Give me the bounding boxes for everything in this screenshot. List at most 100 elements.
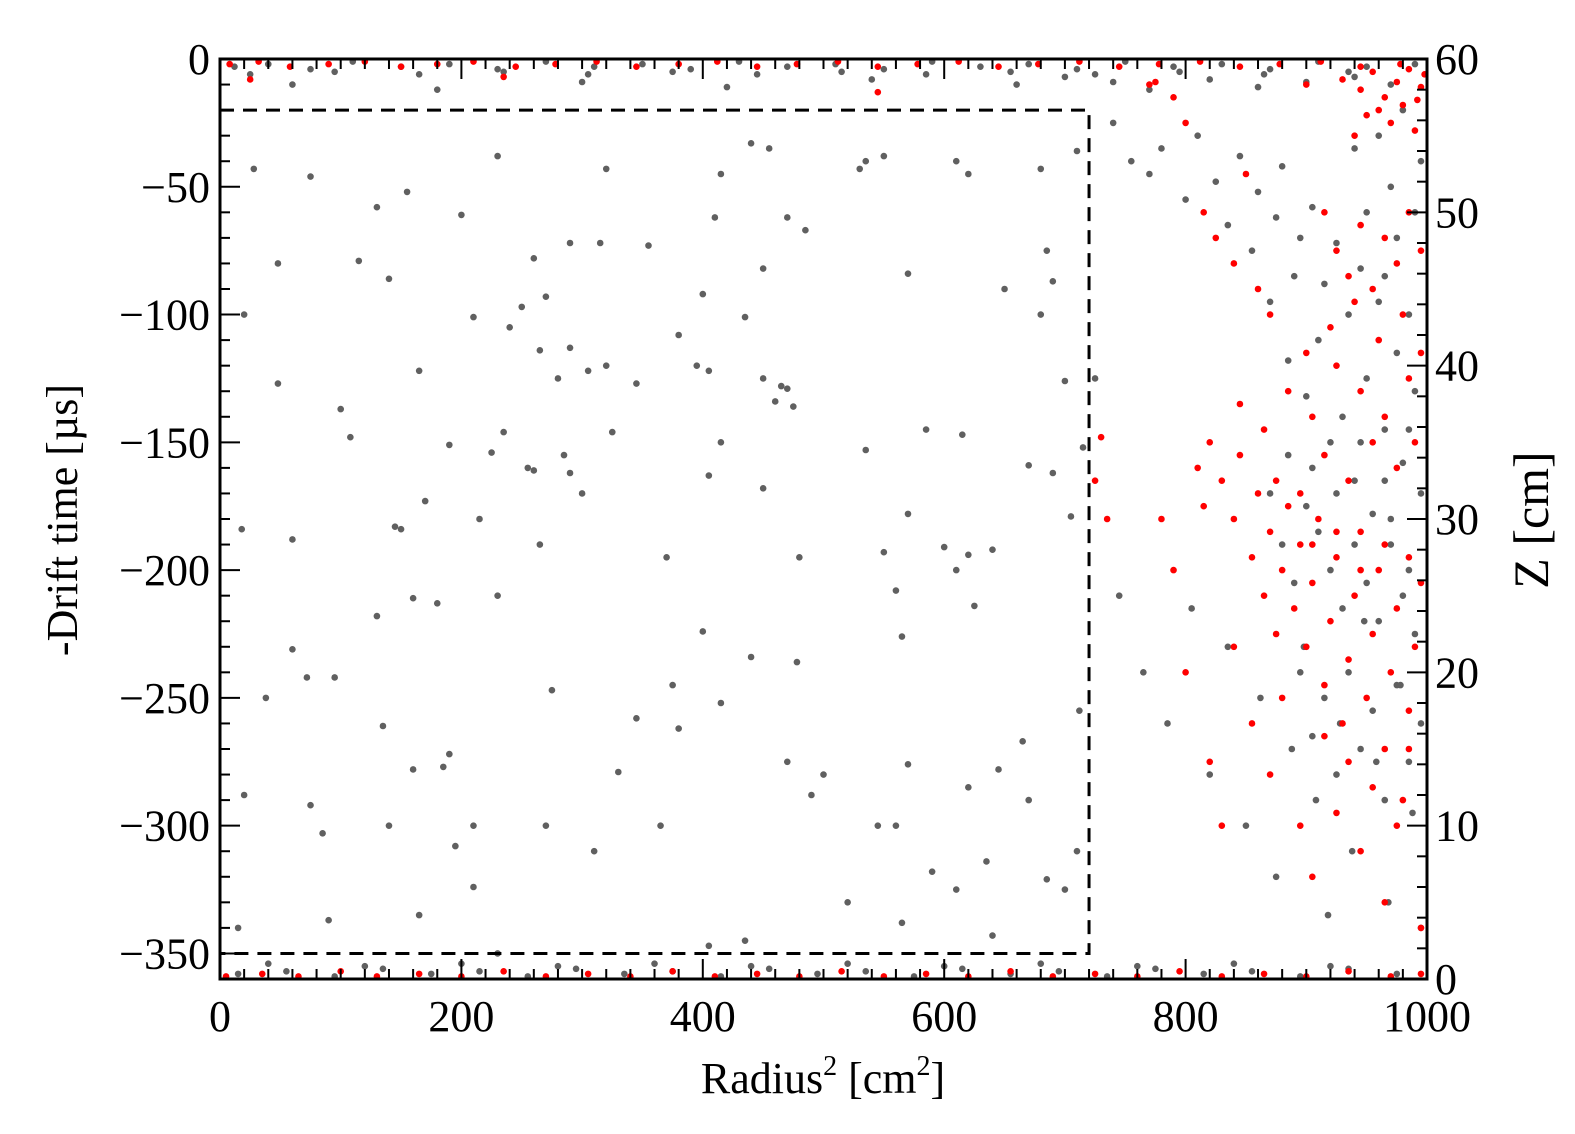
data-point-series-0	[554, 962, 562, 970]
data-point-series-1	[1296, 490, 1304, 497]
data-point-series-1	[1303, 643, 1310, 651]
data-point-series-0	[922, 71, 930, 78]
data-point-series-0	[759, 485, 767, 492]
data-point-series-1	[1248, 720, 1256, 727]
data-point-series-0	[506, 324, 513, 331]
data-point-series-0	[397, 525, 405, 533]
data-point-series-0	[615, 768, 622, 776]
x-tick-label: 1000	[1383, 992, 1471, 1041]
data-point-series-0	[373, 203, 381, 211]
data-point-series-1	[1351, 298, 1358, 306]
data-point-series-0	[959, 431, 966, 438]
data-point-series-1	[753, 63, 761, 70]
data-point-series-1	[1272, 477, 1280, 484]
data-point-series-1	[1357, 221, 1364, 229]
data-point-series-1	[1236, 63, 1244, 70]
data-point-series-0	[446, 60, 453, 68]
data-point-series-0	[1381, 796, 1389, 804]
data-point-series-0	[989, 932, 996, 939]
data-point-series-1	[1375, 106, 1383, 114]
data-point-series-0	[1037, 960, 1045, 967]
data-point-series-1	[1284, 502, 1292, 510]
data-point-series-0	[566, 344, 574, 352]
data-point-series-1	[1381, 413, 1389, 421]
data-point-series-0	[874, 822, 882, 829]
data-point-series-0	[307, 65, 314, 73]
data-point-series-1	[1345, 656, 1352, 663]
data-point-series-0	[433, 86, 441, 93]
data-point-series-1	[1296, 541, 1304, 548]
data-point-series-1	[1369, 630, 1376, 638]
data-point-series-0	[1073, 65, 1081, 73]
data-point-series-1	[1405, 65, 1413, 73]
data-point-series-0	[1254, 83, 1262, 91]
y-tick-label: −250	[119, 674, 210, 723]
data-point-series-0	[862, 157, 870, 165]
data-point-series-1	[1405, 375, 1413, 382]
data-point-series-0	[289, 81, 296, 88]
data-point-series-0	[379, 722, 387, 730]
data-point-series-0	[446, 441, 453, 449]
data-point-series-0	[1411, 387, 1419, 395]
data-point-series-0	[1351, 73, 1358, 81]
data-point-series-0	[379, 965, 387, 973]
data-point-series-0	[723, 83, 731, 91]
data-point-series-0	[1194, 132, 1201, 139]
data-point-series-0	[1411, 630, 1419, 638]
data-point-series-0	[868, 76, 876, 83]
data-point-series-0	[1266, 298, 1274, 306]
data-point-series-1	[1206, 439, 1214, 446]
data-point-series-0	[385, 275, 393, 283]
data-point-series-0	[234, 970, 242, 978]
data-point-series-1	[1182, 669, 1189, 676]
data-point-series-0	[1146, 170, 1153, 178]
data-point-series-0	[250, 165, 258, 173]
data-point-series-0	[1079, 444, 1087, 451]
data-point-series-1	[1417, 970, 1425, 978]
data-point-series-1	[1152, 78, 1159, 86]
data-point-series-0	[965, 170, 972, 178]
data-point-series-0	[470, 822, 477, 829]
data-point-series-1	[1230, 515, 1238, 523]
data-point-series-1	[1399, 101, 1407, 109]
x-axis-title: Radius2 [cm2]	[701, 1051, 945, 1103]
data-point-series-1	[1375, 566, 1383, 574]
data-point-series-0	[989, 546, 996, 553]
data-point-series-0	[470, 883, 477, 891]
data-point-series-0	[1248, 968, 1256, 975]
data-point-series-1	[1007, 968, 1014, 975]
axis-ticks	[219, 58, 1428, 980]
data-point-series-0	[1309, 203, 1316, 211]
data-point-series-0	[892, 587, 900, 594]
data-point-series-0	[783, 758, 791, 766]
data-point-series-0	[307, 801, 314, 809]
data-point-series-0	[1327, 962, 1334, 970]
data-point-series-0	[488, 449, 495, 456]
data-point-series-0	[783, 385, 791, 392]
data-point-series-0	[1288, 745, 1296, 753]
data-point-series-0	[747, 140, 755, 147]
data-point-series-0	[1405, 566, 1413, 574]
data-point-series-1	[1309, 579, 1316, 587]
data-point-series-0	[1242, 822, 1250, 829]
data-point-series-0	[753, 71, 761, 78]
data-point-series-1	[258, 970, 266, 978]
data-point-series-0	[1324, 911, 1332, 919]
data-point-series-0	[705, 367, 713, 375]
data-point-series-0	[669, 681, 676, 689]
data-point-series-1	[1381, 94, 1389, 101]
data-point-series-0	[1369, 707, 1376, 714]
data-point-series-1	[1405, 745, 1413, 753]
data-point-series-0	[1327, 439, 1334, 446]
data-point-series-1	[1321, 209, 1328, 216]
data-point-series-0	[1351, 541, 1358, 548]
data-point-series-1	[1417, 247, 1425, 254]
y2-tick-label: 10	[1435, 802, 1479, 851]
data-point-series-1	[1158, 515, 1165, 523]
data-point-series-1	[1260, 970, 1268, 978]
data-point-series-0	[1278, 163, 1286, 170]
data-point-series-1	[1333, 809, 1340, 817]
data-point-series-1	[669, 968, 676, 975]
data-point-series-0	[898, 633, 906, 640]
data-point-series-0	[1230, 960, 1238, 967]
